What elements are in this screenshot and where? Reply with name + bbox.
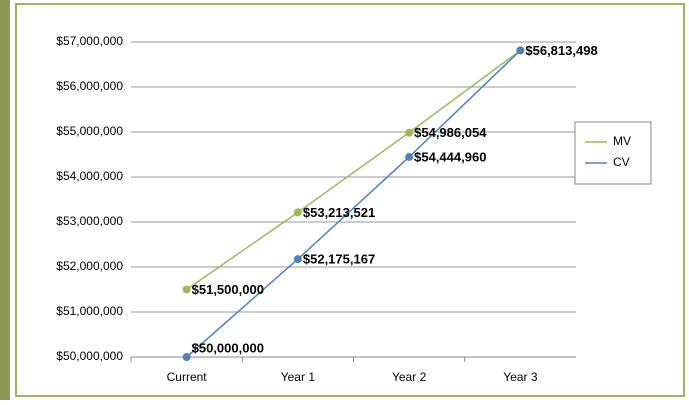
value-label: $52,175,167	[303, 252, 375, 267]
y-tick-label: $53,000,000	[56, 214, 123, 228]
point	[516, 46, 525, 55]
point	[182, 285, 191, 294]
point	[182, 353, 191, 361]
legend-label: MV	[613, 134, 631, 148]
value-label: $51,500,000	[192, 282, 264, 297]
y-tick-label: $51,000,000	[56, 304, 123, 318]
y-tick-label: $50,000,000	[56, 349, 123, 363]
value-label: $54,986,054	[414, 125, 487, 140]
value-label: $50,000,000	[192, 340, 264, 355]
y-tick-label: $54,000,000	[56, 169, 123, 183]
value-label: $56,813,498	[525, 43, 597, 58]
y-tick-label: $55,000,000	[56, 124, 123, 138]
point	[405, 152, 414, 161]
line	[186, 49, 521, 291]
legend	[574, 121, 652, 185]
x-tick-label: Year 2	[392, 370, 427, 384]
x-tick-label: Year 1	[281, 370, 316, 384]
line	[186, 49, 521, 358]
y-tick-label: $52,000,000	[56, 259, 123, 273]
y-tick-label: $56,000,000	[56, 79, 123, 93]
legend-label: CV	[613, 155, 630, 169]
frame-bar	[0, 0, 10, 400]
y-tick-label: $57,000,000	[56, 34, 123, 48]
point	[293, 208, 302, 217]
value-label: $53,213,521	[303, 205, 375, 220]
x-tick-label: Current	[167, 370, 208, 384]
frame-border	[15, 3, 685, 397]
value-label: $54,444,960	[414, 149, 486, 164]
point	[293, 255, 302, 264]
point	[405, 128, 414, 137]
x-tick-label: Year 3	[503, 370, 538, 384]
